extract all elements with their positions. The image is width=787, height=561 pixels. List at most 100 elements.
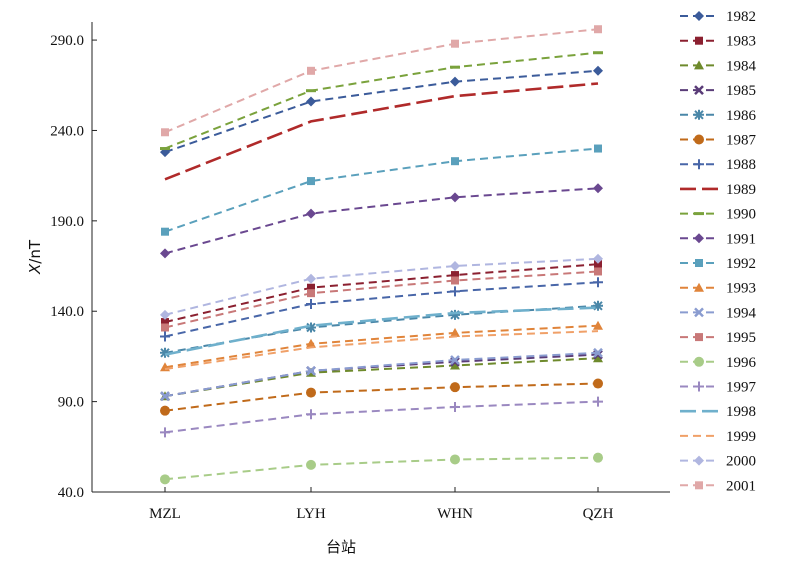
legend-marker bbox=[694, 233, 704, 244]
data-point-1987-LYH bbox=[306, 387, 316, 398]
legend-item-1995: 1995 bbox=[680, 330, 756, 346]
data-point-1982-WHN bbox=[450, 76, 460, 87]
y-tick-label: 190.0 bbox=[50, 214, 84, 230]
data-point-1986-LYH bbox=[306, 322, 316, 333]
series-2001 bbox=[161, 25, 602, 137]
legend-marker bbox=[694, 134, 704, 145]
data-point-1997-MZL bbox=[160, 427, 170, 438]
legend-item-1986: 1986 bbox=[680, 108, 757, 124]
legend-item-2001: 2001 bbox=[680, 478, 756, 494]
legend-marker bbox=[694, 159, 704, 170]
series-line-1991 bbox=[164, 187, 599, 255]
legend-label: 1996 bbox=[726, 355, 757, 371]
series-line-1983 bbox=[164, 263, 599, 324]
series-line-1990 bbox=[164, 51, 599, 150]
legend-label: 1986 bbox=[726, 108, 757, 124]
legend-marker bbox=[694, 11, 704, 21]
data-point-1994-MZL bbox=[160, 391, 170, 402]
data-point-1995-MZL bbox=[161, 323, 169, 332]
data-point-2001-MZL bbox=[161, 128, 169, 137]
data-point-1985-WHN bbox=[450, 356, 460, 367]
series-line-1992 bbox=[164, 147, 599, 233]
series-line-1989 bbox=[164, 82, 599, 181]
series-line-1985 bbox=[164, 353, 599, 398]
data-point-1987-WHN bbox=[450, 382, 460, 393]
legend-item-1988: 1988 bbox=[680, 157, 756, 173]
legend-label: 1995 bbox=[726, 330, 756, 346]
legend-marker bbox=[694, 381, 704, 392]
legend-label: 1984 bbox=[726, 58, 757, 74]
series-1995 bbox=[161, 267, 602, 332]
data-point-1997-QZH bbox=[593, 396, 603, 407]
legend-item-1987: 1987 bbox=[680, 133, 757, 149]
data-point-2000-WHN bbox=[450, 261, 460, 272]
series-line-1984 bbox=[164, 357, 599, 398]
series-line-1995 bbox=[164, 270, 599, 329]
legend-label: 1999 bbox=[726, 429, 756, 445]
legend-marker bbox=[694, 60, 704, 70]
legend-label: 1990 bbox=[726, 207, 756, 223]
legend-label: 1982 bbox=[726, 9, 756, 25]
data-point-1996-MZL bbox=[160, 474, 170, 485]
legend-item-1996: 1996 bbox=[680, 355, 757, 371]
legend: 1982 1983 1984 1985 1986 1987 1988 1989 1990 1991… bbox=[680, 9, 757, 494]
data-point-1982-QZH bbox=[593, 65, 603, 76]
data-point-1988-MZL bbox=[160, 331, 170, 342]
data-point-1987-QZH bbox=[593, 378, 603, 389]
x-axis-title: 台站 bbox=[326, 538, 356, 556]
y-axis-title-variable: X bbox=[26, 263, 44, 275]
legend-item-1990: 1990 bbox=[680, 207, 756, 223]
series-1991 bbox=[160, 183, 603, 259]
legend-marker bbox=[694, 282, 704, 292]
legend-item-1983: 1983 bbox=[680, 34, 756, 50]
data-point-1993-QZH bbox=[593, 320, 603, 330]
data-point-1986-QZH bbox=[593, 300, 603, 311]
data-point-1983-QZH bbox=[594, 260, 602, 269]
data-point-1990-QZH bbox=[593, 51, 603, 55]
data-point-1992-QZH bbox=[594, 144, 602, 153]
series-1985 bbox=[160, 349, 603, 402]
legend-marker bbox=[694, 109, 704, 120]
legend-label: 2000 bbox=[726, 454, 756, 470]
data-point-1992-MZL bbox=[161, 227, 169, 236]
legend-label: 1992 bbox=[726, 256, 756, 272]
legend-label: 1987 bbox=[726, 133, 757, 149]
data-point-1987-MZL bbox=[160, 405, 170, 416]
series-line-2000 bbox=[164, 257, 599, 316]
legend-label: 1997 bbox=[726, 380, 757, 396]
data-point-1988-LYH bbox=[306, 299, 316, 309]
legend-item-1989: 1989 bbox=[680, 182, 756, 198]
data-point-1991-WHN bbox=[450, 192, 460, 203]
data-point-1983-LYH bbox=[307, 283, 315, 292]
data-point-1986-WHN bbox=[450, 309, 460, 320]
x-tick-label: MZL bbox=[149, 506, 181, 522]
series-1994 bbox=[160, 347, 603, 402]
data-point-1995-WHN bbox=[451, 276, 459, 285]
series-1996 bbox=[160, 452, 603, 485]
data-point-1988-WHN bbox=[450, 286, 460, 297]
legend-marker bbox=[694, 455, 704, 466]
data-point-2001-WHN bbox=[451, 39, 459, 48]
legend-item-1991: 1991 bbox=[680, 231, 756, 247]
legend-item-1994: 1994 bbox=[680, 305, 757, 321]
series-line-1998 bbox=[164, 306, 599, 356]
legend-marker bbox=[694, 356, 704, 367]
data-point-1984-WHN bbox=[450, 360, 460, 370]
series-1992 bbox=[161, 144, 602, 236]
data-point-2001-QZH bbox=[594, 25, 602, 34]
legend-marker bbox=[694, 85, 704, 95]
legend-marker bbox=[694, 212, 704, 216]
series-layer bbox=[160, 25, 603, 485]
data-point-1982-LYH bbox=[306, 96, 316, 107]
data-point-1988-QZH bbox=[593, 277, 603, 288]
legend-label: 1994 bbox=[726, 305, 757, 321]
series-1990 bbox=[160, 51, 603, 151]
legend-item-1999: 1999 bbox=[680, 429, 756, 445]
legend-item-1997: 1997 bbox=[680, 380, 757, 396]
series-line-1988 bbox=[164, 281, 599, 338]
data-point-1991-MZL bbox=[160, 248, 170, 259]
data-point-1996-LYH bbox=[306, 459, 316, 470]
data-point-1997-LYH bbox=[306, 409, 316, 420]
series-1988 bbox=[160, 277, 603, 342]
